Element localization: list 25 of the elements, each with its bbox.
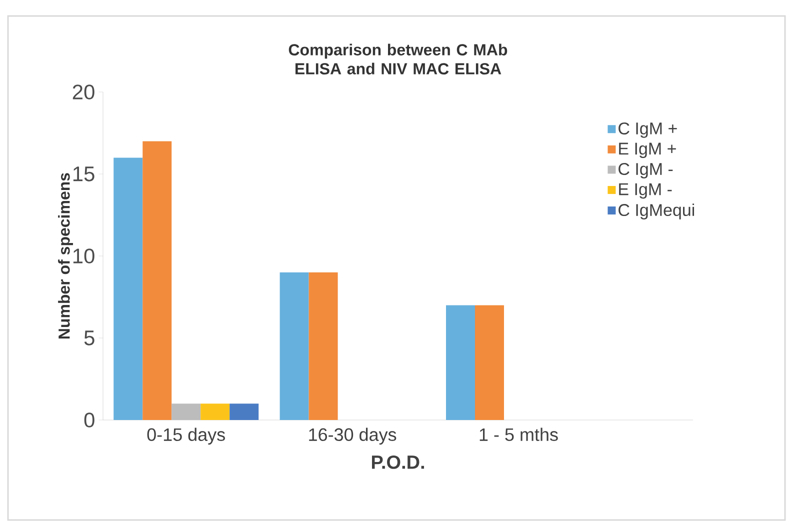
legend-label: E IgM -: [619, 183, 672, 199]
chart-title: Comparison between C MAb ELISA and NIV MAC ELISA: [288, 44, 508, 74]
x-tick-label: 0-15 days: [147, 428, 225, 445]
bar: [446, 305, 475, 420]
x-axis-title: P.O.D.: [372, 455, 424, 469]
bar: [280, 272, 309, 420]
legend-label: C IgM -: [618, 163, 673, 178]
bar: [230, 404, 259, 420]
bar: [142, 141, 172, 420]
y-tick-label: 0: [84, 412, 94, 428]
y-tick-label: 20: [72, 84, 94, 100]
y-tick-label: 15: [73, 166, 94, 182]
bar: [308, 272, 338, 420]
legend-label: E IgM +: [619, 142, 676, 158]
x-tick-label: 16-30 days: [309, 428, 396, 445]
legend-label: C IgM +: [618, 122, 677, 138]
y-tick-label: 5: [84, 330, 94, 346]
y-axis-title: Number of specimens: [58, 173, 73, 339]
y-tick-label: 10: [73, 248, 94, 264]
bar: [172, 404, 201, 420]
x-tick-label: 1 - 5 mths: [480, 428, 558, 442]
bar: [114, 158, 143, 420]
legend-label: C IgMequi: [618, 204, 694, 220]
bar: [200, 404, 230, 420]
bar: [474, 305, 504, 420]
